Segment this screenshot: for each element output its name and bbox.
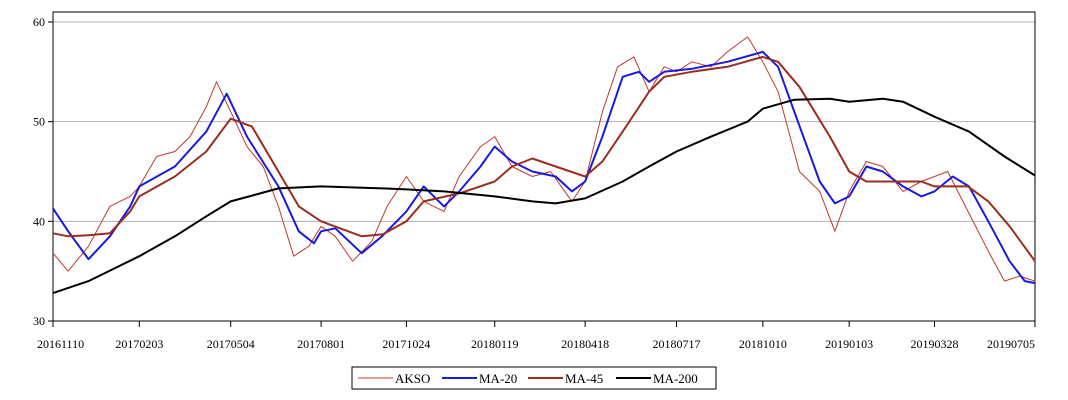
y-tick-label: 40 bbox=[33, 214, 45, 228]
y-tick-label: 30 bbox=[33, 314, 45, 328]
legend-label: MA-200 bbox=[653, 371, 698, 386]
series-line-ma-20 bbox=[52, 50, 1036, 285]
x-axis: 20161110 20170203 20170504 20170801 20171024… bbox=[37, 321, 1036, 351]
x-tick-label: 20190103 bbox=[825, 337, 873, 351]
x-tick-label: 20190328 bbox=[910, 337, 958, 351]
series-line-ma-200 bbox=[52, 97, 1036, 295]
y-tick-label: 50 bbox=[33, 115, 45, 129]
gridlines bbox=[53, 21, 1035, 322]
legend-label: MA-45 bbox=[565, 371, 603, 386]
x-tick-label: 20171024 bbox=[382, 337, 430, 351]
plot-frame bbox=[52, 11, 1036, 322]
series-line-akso bbox=[52, 36, 1036, 282]
x-tick-label: 20180418 bbox=[561, 337, 609, 351]
legend: AKSO MA-20 MA-45 MA-200 bbox=[351, 366, 717, 390]
legend-label: AKSO bbox=[395, 371, 430, 386]
x-tick-label: 20181010 bbox=[739, 337, 787, 351]
legend-label: MA-20 bbox=[479, 371, 517, 386]
x-tick-label: 20170203 bbox=[115, 337, 163, 351]
series-line-ma-45 bbox=[52, 55, 1036, 262]
x-tick-label: 20180119 bbox=[471, 337, 519, 351]
y-axis: 30 40 50 60 bbox=[33, 15, 53, 328]
x-tick-label: 20170504 bbox=[207, 337, 255, 351]
y-tick-label: 60 bbox=[33, 15, 45, 29]
series-lines bbox=[52, 36, 1036, 295]
x-tick-label: 20170801 bbox=[297, 337, 345, 351]
x-tick-label: 20161110 bbox=[37, 337, 84, 351]
x-tick-label: 20180717 bbox=[653, 337, 701, 351]
x-tick-label: 20190705 bbox=[987, 337, 1035, 351]
